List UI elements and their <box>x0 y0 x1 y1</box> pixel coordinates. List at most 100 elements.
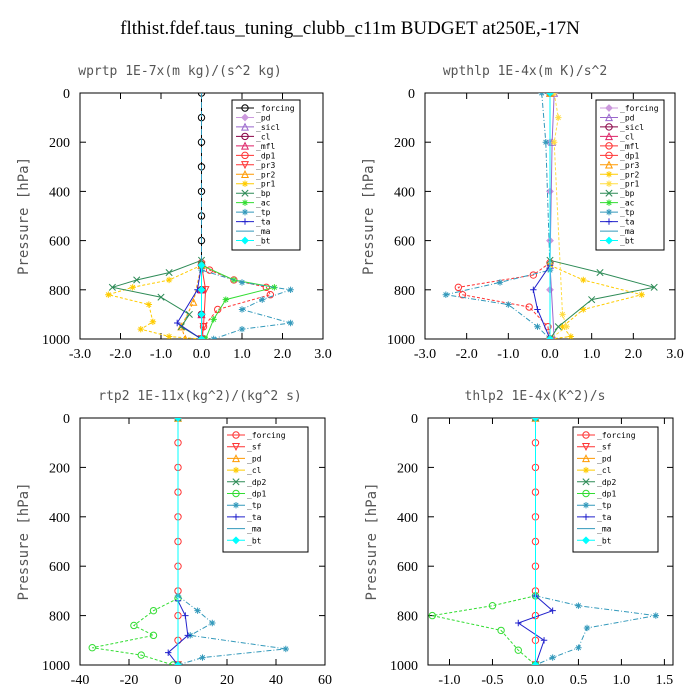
legend-marker <box>582 431 590 439</box>
legend-marker <box>605 151 613 160</box>
legend-label: _ta <box>256 218 271 227</box>
legend-label: _dp1 <box>597 490 616 499</box>
legend: _forcing _sf _pd _cl _dp2 _dp1 _tp _ta _ma _bt <box>572 426 659 553</box>
y-tick-label: 400 <box>49 511 70 526</box>
series-group <box>428 418 660 665</box>
x-tick-label: 0.0 <box>541 347 559 362</box>
legend-label: _forcing <box>597 431 636 440</box>
data-point-tp <box>442 291 450 298</box>
data-point-pr1 <box>165 276 173 284</box>
x-tick-label: -1.0 <box>150 347 172 362</box>
legend-marker <box>605 123 613 131</box>
legend-marker <box>604 113 614 122</box>
legend-marker <box>604 160 614 169</box>
x-tick-label: 1.5 <box>656 673 674 688</box>
chart-panel-wprtp: wprtp 1E-7x(m kg)/(s^2 kg) Pressure [hPa]… <box>16 64 332 362</box>
data-point-ac <box>271 284 278 291</box>
legend-marker <box>581 454 591 463</box>
data-point-bt <box>197 285 206 294</box>
legend-label: _dp2 <box>247 478 266 487</box>
y-tick-label: 0 <box>63 412 70 427</box>
data-point-dp1 <box>149 631 158 640</box>
series-line-tp <box>201 269 291 339</box>
legend-label: _pr3 <box>256 161 275 170</box>
data-point-dp2 <box>174 418 182 422</box>
data-point-tp <box>538 93 545 97</box>
series-line-ta <box>176 265 202 339</box>
legend-marker <box>240 161 250 170</box>
x-tick-label: -20 <box>120 673 139 688</box>
legend-label: _dp1 <box>620 151 639 160</box>
legend-label: _cl <box>620 132 635 141</box>
x-tick-label: 2.0 <box>274 347 292 362</box>
y-axis-title: Pressure [hPa] <box>361 157 377 275</box>
legend-label: _forcing <box>247 431 286 440</box>
y-tick-label: 1000 <box>387 333 415 348</box>
legend-marker <box>232 536 240 545</box>
series-line-tp <box>535 595 656 665</box>
legend-marker <box>231 443 241 452</box>
data-point-ta <box>174 319 181 327</box>
data-point-ta <box>184 632 191 639</box>
legend-marker <box>241 208 249 216</box>
legend-label: _pr3 <box>620 161 639 170</box>
legend-marker <box>582 478 590 486</box>
data-point-tp <box>496 279 504 286</box>
data-point-bt <box>197 310 206 319</box>
legend-box <box>595 99 665 251</box>
x-tick-label: -2.0 <box>456 347 478 362</box>
x-tick-label: 0.0 <box>193 347 211 362</box>
series-line-tp <box>177 595 286 665</box>
legend-label: _pr2 <box>620 170 639 179</box>
legend-marker <box>240 169 250 178</box>
x-tick-label: 1.0 <box>583 347 601 362</box>
data-point-dp1 <box>514 646 522 654</box>
data-point-dp1 <box>88 644 96 652</box>
y-tick-label: 400 <box>394 185 415 200</box>
data-point-ta <box>549 607 556 614</box>
y-tick-label: 200 <box>49 136 70 151</box>
legend-label: _dp2 <box>597 478 616 487</box>
legend-label: _ma <box>247 525 262 534</box>
y-tick-label: 200 <box>394 136 415 151</box>
data-point-tp <box>209 619 216 627</box>
y-tick-label: 1000 <box>390 659 418 674</box>
x-tick-label: 0.0 <box>527 673 545 688</box>
legend-label: _tp <box>247 501 262 510</box>
x-tick-label: 3.0 <box>666 347 684 362</box>
data-point-pr1 <box>165 333 173 339</box>
data-point-bp <box>596 269 604 277</box>
data-point-dp1 <box>428 611 436 620</box>
data-point-pr2 <box>559 323 566 330</box>
data-point-bt <box>174 418 182 422</box>
data-point-pr1 <box>550 139 558 146</box>
y-tick-label: 400 <box>397 511 418 526</box>
legend-label: _sf <box>597 443 612 452</box>
legend-label: _sicl <box>620 123 644 132</box>
x-tick-label: -1.0 <box>438 673 460 688</box>
legend-label: _ac <box>620 199 635 208</box>
x-tick-label: -1.0 <box>497 347 519 362</box>
legend-marker <box>241 189 249 197</box>
data-point-tp <box>194 607 201 614</box>
legend-marker <box>241 151 249 160</box>
plot-frame <box>79 417 326 666</box>
y-tick-label: 600 <box>394 235 415 250</box>
plot-frame <box>427 417 674 666</box>
y-tick-label: 1000 <box>42 333 70 348</box>
panel-title: thlp2 1E-4x(K^2)/s <box>465 389 606 404</box>
legend-label: _mfl <box>620 142 639 151</box>
data-point-tp <box>652 612 660 619</box>
x-tick-label: -3.0 <box>69 347 91 362</box>
legend-label: _pr2 <box>256 170 275 179</box>
legend-marker <box>240 141 250 150</box>
data-point-tp <box>238 306 246 313</box>
y-tick-label: 800 <box>394 284 415 299</box>
x-tick-label: 3.0 <box>314 347 332 362</box>
legend-marker <box>241 236 249 245</box>
legend-label: _bt <box>620 237 635 246</box>
legend-marker <box>232 502 240 509</box>
y-axis-title: Pressure [hPa] <box>16 482 32 600</box>
data-point-pr1 <box>555 114 562 121</box>
